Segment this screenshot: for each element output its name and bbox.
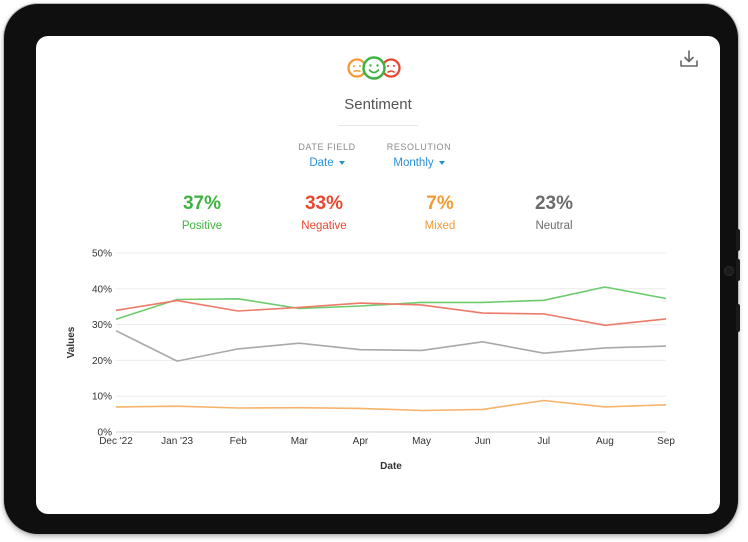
stat-label: Negative [301,220,347,232]
y-tick-label: 10% [92,392,112,403]
stat-label: Neutral [535,220,573,232]
stat-value: 37% [182,193,222,214]
stat-label: Mixed [424,220,456,232]
page-title: Sentiment [344,96,412,113]
x-tick-label: Jun [475,436,491,447]
resolution-value: Monthly [393,157,434,169]
title-divider [338,125,418,126]
stat-label: Positive [181,220,223,232]
y-axis-label: Values [66,326,77,358]
resolution-selector: RESOLUTION Monthly [380,142,458,169]
sentiment-line-chart: 0% 10% 20% 30% 40% 50% Dec '22 Jan '23 Feb Mar Apr… [66,249,675,473]
resolution-dropdown[interactable]: Monthly [380,157,458,169]
date-field-label: DATE FIELD [298,142,356,152]
stat-neutral: 23% Neutral [504,193,604,232]
x-tick-label: Sep [657,436,675,447]
stat-mixed: 7% Mixed [390,193,490,232]
y-tick-label: 0% [98,428,113,439]
resolution-label: RESOLUTION [386,142,452,152]
power-button [736,304,740,332]
y-tick-label: 20% [92,356,112,367]
x-tick-label: Mar [291,436,309,447]
x-tick-label: Dec '22 [99,436,133,447]
y-tick-label: 40% [92,284,112,295]
y-tick-label: 50% [92,249,112,260]
tablet-frame: Sentiment DATE FIELD Date RESOLUTION Mon… [4,4,740,534]
stat-negative: 33% Negative [274,193,374,232]
x-tick-label: May [412,436,431,447]
date-field-value: Date [309,157,334,169]
date-field-dropdown[interactable]: Date [290,157,364,169]
caret-down-icon [338,160,345,165]
series-line-positive [115,286,667,320]
stat-value: 33% [304,193,344,214]
caret-down-icon [438,160,445,165]
stat-value: 7% [426,193,454,214]
x-axis-label: Date [380,461,402,472]
screen: Sentiment DATE FIELD Date RESOLUTION Mon… [36,36,720,514]
date-field-selector: DATE FIELD Date [290,142,364,169]
x-tick-label: Jan '23 [161,436,193,447]
x-tick-label: Feb [230,436,248,447]
x-tick-label: Jul [537,436,550,447]
download-icon[interactable] [678,48,700,70]
stat-value: 23% [534,193,574,214]
volume-up-button [736,229,740,251]
volume-down-button [736,259,740,281]
x-tick-label: Apr [353,436,369,447]
x-tick-label: Aug [596,436,614,447]
series-line-negative [115,299,667,327]
stat-positive: 37% Positive [152,193,252,232]
series-line-mixed [115,399,667,412]
series-line-neutral [115,329,667,362]
y-tick-label: 30% [92,320,112,331]
sentiment-faces-icon [347,56,401,80]
camera-icon [724,266,734,276]
